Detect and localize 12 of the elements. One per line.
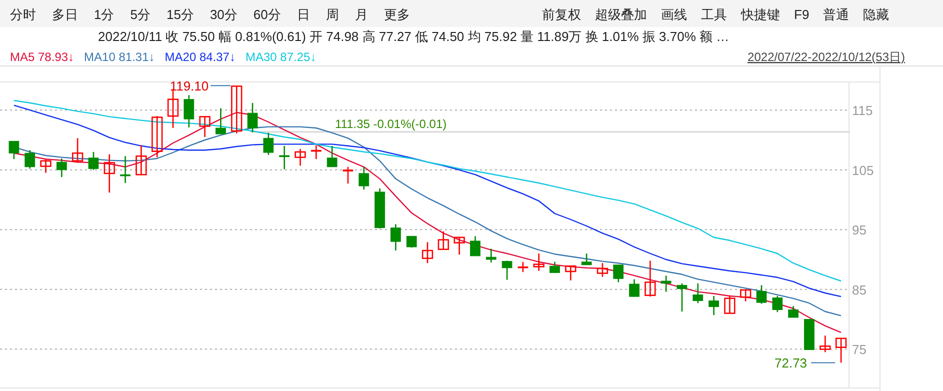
chart-title: 2022/10/11 收 75.50 幅 0.81%(0.61) 开 74.98 高 77.27 低 74.50 均 75.92 量 11.89万 换 1.01% 振 3.70% 额 … (98, 29, 730, 44)
y-tick-label: 75 (852, 342, 866, 358)
y-tick-label: 105 (852, 162, 874, 178)
chart-subtitle: 2022/07/22-2022/10/12(53日) (748, 50, 906, 64)
ref-line-label: 111.35 -0.01%(-0.01) (335, 116, 447, 131)
y-tick-label: 115 (852, 103, 873, 118)
annotation: 72.73 (774, 356, 808, 371)
toolbar: 分时 多日 1分 5分 15分 30分 60分 日 周 月 更多 前复权 超级叠加 画线 工具 快捷键 F9 普通 隐藏 (0, 0, 943, 27)
annotation: 119.10 (170, 78, 209, 94)
y-tick-label: 95 (852, 222, 866, 238)
y-tick-label: 85 (852, 282, 866, 298)
legend: MA5 78.93↓ MA10 81.31↓ MA20 84.37↓ MA30 87.25↓ (10, 50, 316, 64)
